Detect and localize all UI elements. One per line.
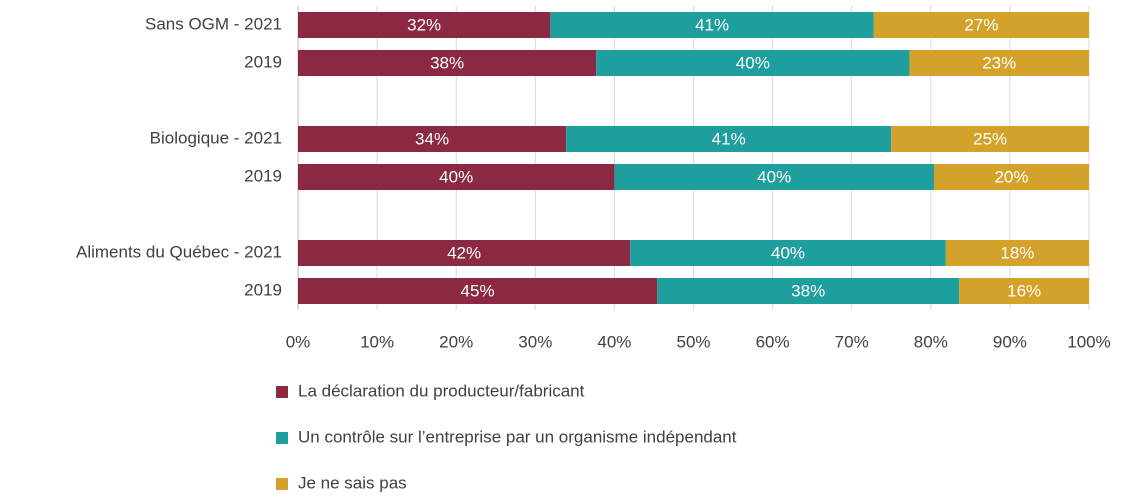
value-label: 38% (430, 53, 464, 72)
legend-swatch (276, 478, 288, 490)
value-label: 23% (982, 53, 1016, 72)
bar-segment (298, 50, 597, 76)
y-tick-label: 2019 (244, 52, 282, 71)
value-label: 32% (407, 15, 441, 34)
bar-segment (298, 12, 551, 38)
x-tick-label: 0% (286, 332, 311, 351)
x-tick-label: 40% (597, 332, 631, 351)
legend-label: Je ne sais pas (298, 473, 407, 492)
x-tick-label: 100% (1067, 332, 1110, 351)
bar-segment (891, 126, 1089, 152)
x-tick-label: 80% (914, 332, 948, 351)
bar-segment (630, 240, 946, 266)
bar-segment (298, 278, 658, 304)
x-tick-label: 20% (439, 332, 473, 351)
legend-label: La déclaration du producteur/fabricant (298, 381, 585, 400)
value-label: 18% (1000, 243, 1034, 262)
value-label: 45% (461, 281, 495, 300)
bar-segment (945, 240, 1089, 266)
value-label: 40% (439, 167, 473, 186)
bar-segment (657, 278, 960, 304)
y-tick-label: Aliments du Québec - 2021 (76, 242, 282, 261)
bar-segment (873, 12, 1089, 38)
y-tick-label: 2019 (244, 166, 282, 185)
value-label: 40% (736, 53, 770, 72)
bar-segment (550, 12, 874, 38)
x-tick-label: 60% (756, 332, 790, 351)
bar-segment (566, 126, 892, 152)
value-label: 40% (771, 243, 805, 262)
value-label: 41% (695, 15, 729, 34)
bar-segment (298, 126, 567, 152)
x-tick-label: 30% (518, 332, 552, 351)
x-tick-label: 90% (993, 332, 1027, 351)
value-label: 41% (712, 129, 746, 148)
bar-segment (298, 240, 631, 266)
bar-segment (596, 50, 910, 76)
value-label: 40% (757, 167, 791, 186)
x-tick-label: 10% (360, 332, 394, 351)
x-tick-label: 50% (676, 332, 710, 351)
legend-swatch (276, 386, 288, 398)
value-label: 27% (964, 15, 998, 34)
bar-segment (298, 164, 615, 190)
y-tick-label: 2019 (244, 280, 282, 299)
value-label: 42% (447, 243, 481, 262)
bar-segment (614, 164, 934, 190)
legend-label: Un contrôle sur l’entreprise par un orga… (298, 427, 737, 446)
value-label: 38% (791, 281, 825, 300)
x-tick-label: 70% (835, 332, 869, 351)
value-label: 16% (1007, 281, 1041, 300)
value-label: 20% (994, 167, 1028, 186)
bar-segment (909, 50, 1089, 76)
value-label: 34% (415, 129, 449, 148)
value-label: 25% (973, 129, 1007, 148)
legend-swatch (276, 432, 288, 444)
y-tick-label: Sans OGM - 2021 (145, 14, 282, 33)
bar-segment (959, 278, 1089, 304)
bar-segment (933, 164, 1089, 190)
y-tick-label: Biologique - 2021 (150, 128, 282, 147)
